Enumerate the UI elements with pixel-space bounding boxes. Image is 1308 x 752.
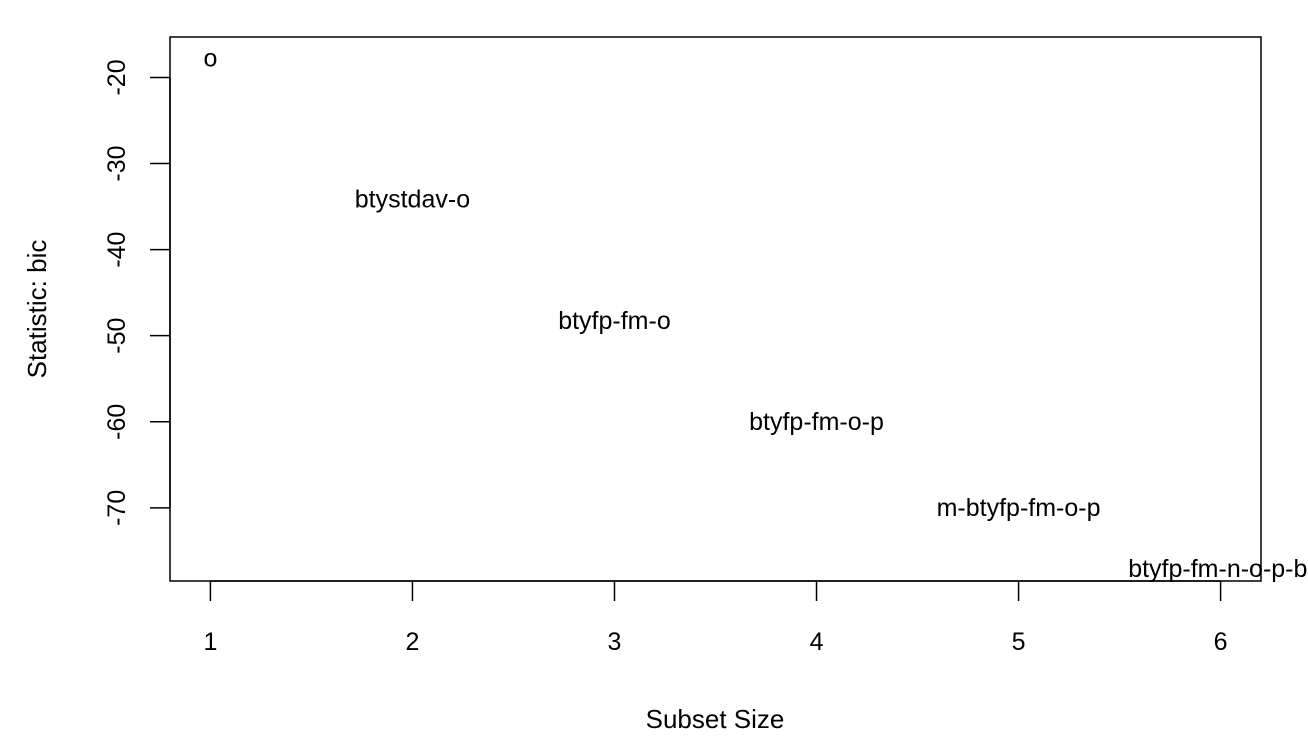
point-label: m-btyfp-fm-o-p — [937, 494, 1101, 522]
data-points: o btystdav-o btyfp-fm-o btyfp-fm-o-p m-btyfp… — [203, 45, 1308, 583]
point-label: btyfp-fm-n-o-p-bl — [1128, 555, 1308, 583]
y-axis-title: Statistic: bic — [22, 240, 52, 379]
y-tick-label: -50 — [103, 318, 131, 354]
y-tick-label: -40 — [103, 232, 131, 268]
point-label: btyfp-fm-o-p — [749, 408, 884, 436]
y-tick-label: -70 — [103, 490, 131, 526]
x-axis-title: Subset Size — [646, 704, 785, 734]
x-tick-label: 2 — [405, 628, 419, 656]
x-tick-label: 6 — [1214, 628, 1228, 656]
x-tick-label: 4 — [810, 628, 824, 656]
point-label: o — [203, 45, 217, 73]
y-tick-label: -30 — [103, 145, 131, 181]
y-axis: -20 -30 -40 -50 -60 -70 — [103, 59, 171, 526]
x-axis: 1 2 3 4 5 6 — [203, 580, 1228, 656]
y-tick-label: -20 — [103, 59, 131, 95]
y-tick-label: -60 — [103, 404, 131, 440]
x-tick-label: 5 — [1012, 628, 1026, 656]
x-tick-label: 1 — [203, 628, 217, 656]
x-tick-label: 3 — [608, 628, 622, 656]
point-label: btystdav-o — [355, 186, 470, 214]
point-label: btyfp-fm-o — [558, 307, 671, 335]
